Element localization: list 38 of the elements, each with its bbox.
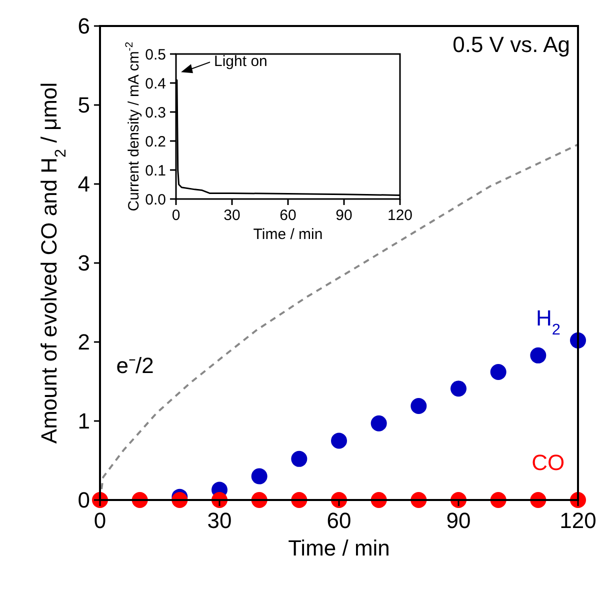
y-tick-label: 0 <box>78 488 90 513</box>
x-tick-label: 60 <box>326 508 352 533</box>
point <box>410 398 427 414</box>
point <box>291 450 308 467</box>
point <box>370 415 387 432</box>
y-tick-label: 4 <box>78 172 90 197</box>
x-tick-label: 0 <box>172 207 180 224</box>
annotation: Light on <box>214 53 268 70</box>
y-tick-label: 6 <box>78 14 90 39</box>
series-label: CO <box>532 450 565 475</box>
y-tick-label: 1 <box>78 408 90 434</box>
y-tick-label: 3 <box>78 250 90 276</box>
point <box>530 347 546 364</box>
x-tick-label: 0 <box>94 508 106 533</box>
x-tick-label: 120 <box>387 207 413 224</box>
y-tick-label: 0.0 <box>145 191 166 208</box>
point <box>251 468 268 484</box>
x-tick-label: 30 <box>207 508 232 533</box>
annotation: 0.5 V vs. Ag <box>452 32 570 57</box>
y-tick-label: 0.4 <box>145 75 166 92</box>
y-tick-label: 0.1 <box>145 162 166 180</box>
x-tick-label: 30 <box>224 207 240 224</box>
x-axis-title: Time / min <box>253 226 323 243</box>
y-tick-label: 2 <box>78 330 90 355</box>
point <box>490 364 506 380</box>
x-axis-title: Time / min <box>288 536 390 560</box>
y-tick-label: 0.5 <box>145 46 166 64</box>
point <box>450 380 466 397</box>
series-label: H$_{2}$ <box>536 305 560 338</box>
x-tick-label: 90 <box>446 508 471 533</box>
y-tick-label: 5 <box>78 92 90 118</box>
point <box>331 432 347 449</box>
y-tick-label: 0.3 <box>145 104 166 122</box>
x-tick-label: 120 <box>560 508 596 533</box>
x-tick-label: 90 <box>336 207 352 224</box>
series-label: e⁻/2 <box>116 353 154 378</box>
y-tick-label: 0.2 <box>145 133 166 150</box>
x-tick-label: 60 <box>280 207 296 224</box>
